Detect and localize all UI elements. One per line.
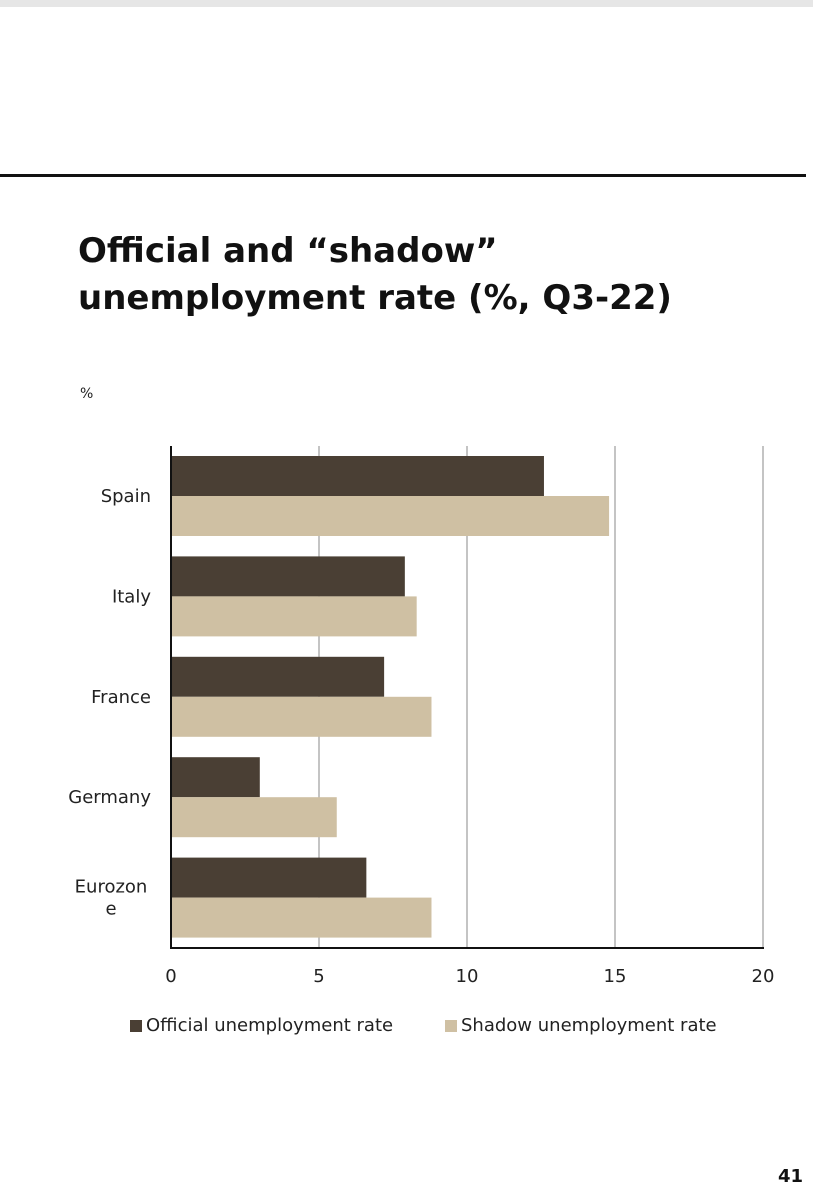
x-tick-label-10: 10 [456,966,479,987]
legend: Official unemployment rate Shadow unemplo… [0,1015,813,1041]
bar-germany-official [171,757,260,798]
x-tick-label-5: 5 [313,966,324,987]
legend-label: Official unemployment rate [146,1015,394,1036]
page-number: 41 [777,1166,803,1187]
bar-italy-shadow [171,596,417,637]
bar-italy-official [171,556,405,597]
bar-spain-official [171,456,544,496]
bar-spain-shadow [171,496,610,536]
category-label-france: France [91,687,151,708]
bar-france-official [171,656,385,697]
bar-germany-shadow [171,797,337,838]
category-label-eurozone: Eurozon e [75,877,148,920]
bar-chart: Spain Italy France Germany Eurozon e 0 5 10 15 20 [68,446,775,987]
section-rule [0,174,806,177]
legend-swatch [130,1019,142,1032]
legend-item-shadow: Shadow unemployment rate [445,1015,717,1036]
chart-title: Official and “shadow” unemployment rate … [78,231,672,318]
unit-label: % [80,386,94,402]
legend-swatch [445,1019,457,1032]
category-label-germany: Germany [68,787,151,808]
category-label-spain: Spain [101,486,151,507]
category-label-italy: Italy [112,586,151,607]
bar-france-shadow [171,696,432,737]
x-tick-label-0: 0 [165,966,176,987]
top-band [0,0,813,7]
x-tick-label-20: 20 [752,966,775,987]
x-tick-label-15: 15 [604,966,627,987]
bar-eurozone-official [171,857,367,898]
legend-item-official: Official unemployment rate [130,1015,393,1036]
legend-label: Shadow unemployment rate [461,1015,717,1036]
bar-eurozone-shadow [171,897,432,938]
